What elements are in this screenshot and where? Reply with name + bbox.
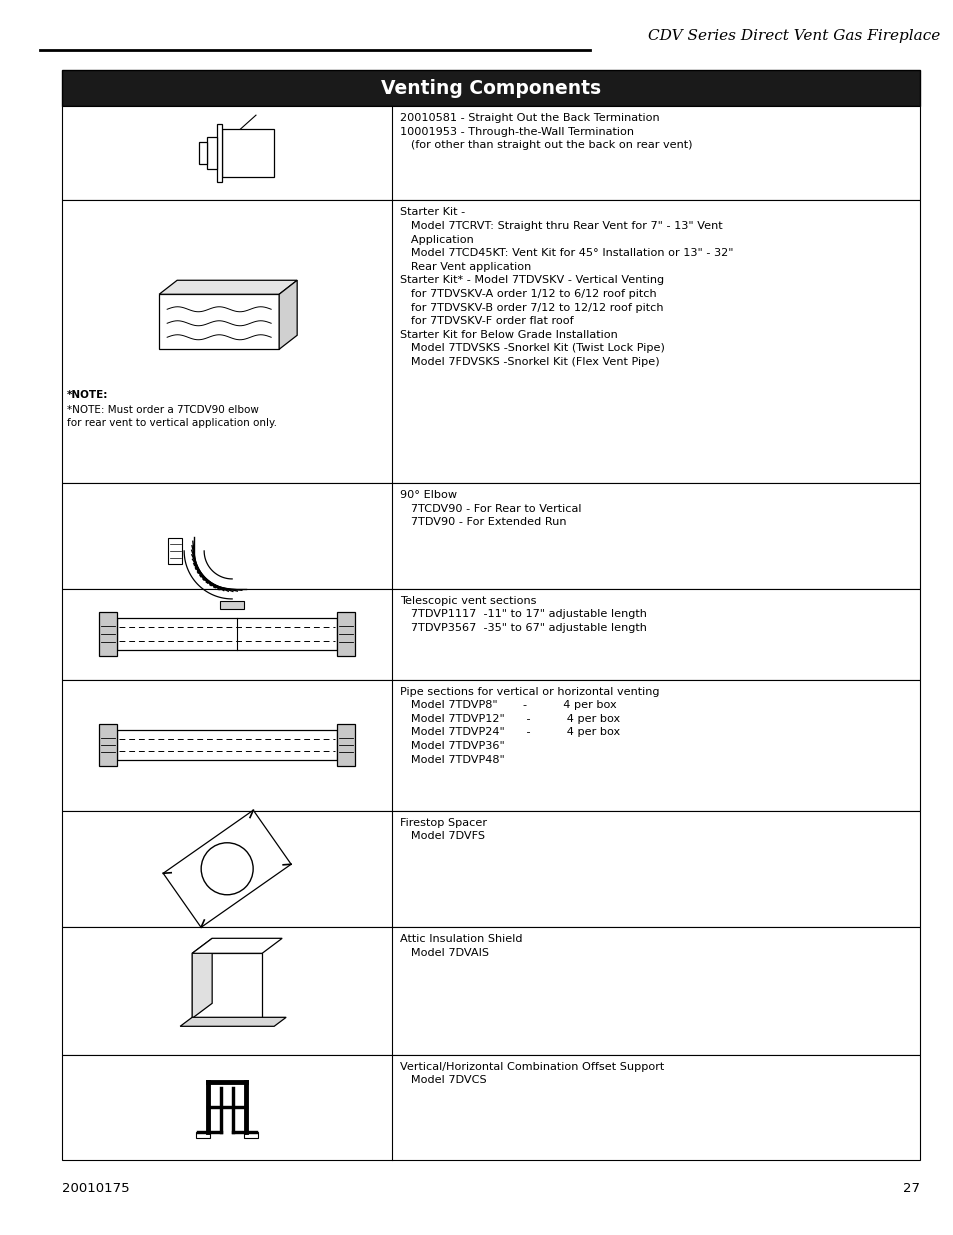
Polygon shape xyxy=(279,280,296,350)
Text: Telescopic vent sections
   7TDVP1117  -11" to 17" adjustable length
   7TDVP356: Telescopic vent sections 7TDVP1117 -11" … xyxy=(400,595,646,632)
Text: 20010175: 20010175 xyxy=(62,1182,130,1195)
Text: *NOTE: Must order a 7TCDV90 elbow
for rear vent to vertical application only.: *NOTE: Must order a 7TCDV90 elbow for re… xyxy=(67,405,276,429)
Bar xyxy=(62,70,919,106)
Polygon shape xyxy=(192,939,282,953)
Bar xyxy=(196,1132,210,1139)
Bar xyxy=(336,724,355,766)
Text: 20010581 - Straight Out the Back Termination
10001953 - Through-the-Wall Termina: 20010581 - Straight Out the Back Termina… xyxy=(400,112,692,151)
Bar xyxy=(62,927,919,1055)
Polygon shape xyxy=(180,1018,286,1026)
Bar xyxy=(62,589,919,679)
Bar xyxy=(62,810,919,927)
Text: 90° Elbow
   7TCDV90 - For Rear to Vertical
   7TDV90 - For Extended Run: 90° Elbow 7TCDV90 - For Rear to Vertical… xyxy=(400,490,581,527)
Text: CDV Series Direct Vent Gas Fireplace: CDV Series Direct Vent Gas Fireplace xyxy=(647,28,939,43)
Bar xyxy=(336,613,355,656)
Bar xyxy=(220,601,244,609)
Bar xyxy=(62,106,919,200)
Bar xyxy=(168,538,182,564)
Bar xyxy=(99,724,117,766)
Polygon shape xyxy=(192,939,212,1019)
Bar xyxy=(99,613,117,656)
Bar xyxy=(244,1132,258,1139)
Text: Vertical/Horizontal Combination Offset Support
   Model 7DVCS: Vertical/Horizontal Combination Offset S… xyxy=(400,1062,664,1086)
Polygon shape xyxy=(163,810,291,927)
Bar xyxy=(62,200,919,483)
Bar xyxy=(199,142,207,164)
Bar xyxy=(62,483,919,589)
Text: Venting Components: Venting Components xyxy=(380,79,600,98)
Bar xyxy=(207,137,217,169)
Bar xyxy=(192,953,262,1019)
Text: Attic Insulation Shield
   Model 7DVAIS: Attic Insulation Shield Model 7DVAIS xyxy=(400,934,522,957)
Text: 27: 27 xyxy=(902,1182,919,1195)
Bar xyxy=(217,125,222,182)
Text: Pipe sections for vertical or horizontal venting
   Model 7TDVP8"       -       : Pipe sections for vertical or horizontal… xyxy=(400,687,659,764)
Bar xyxy=(62,1055,919,1160)
Bar xyxy=(117,730,336,760)
Circle shape xyxy=(201,842,253,895)
Bar xyxy=(117,618,336,650)
Polygon shape xyxy=(159,280,296,294)
Bar xyxy=(222,130,274,177)
Bar xyxy=(159,294,279,350)
Text: Firestop Spacer
   Model 7DVFS: Firestop Spacer Model 7DVFS xyxy=(400,818,487,841)
Text: Starter Kit -
   Model 7TCRVT: Straight thru Rear Vent for 7" - 13" Vent
   Appl: Starter Kit - Model 7TCRVT: Straight thr… xyxy=(400,207,733,367)
Bar xyxy=(62,679,919,810)
Text: *NOTE:: *NOTE: xyxy=(67,390,109,400)
